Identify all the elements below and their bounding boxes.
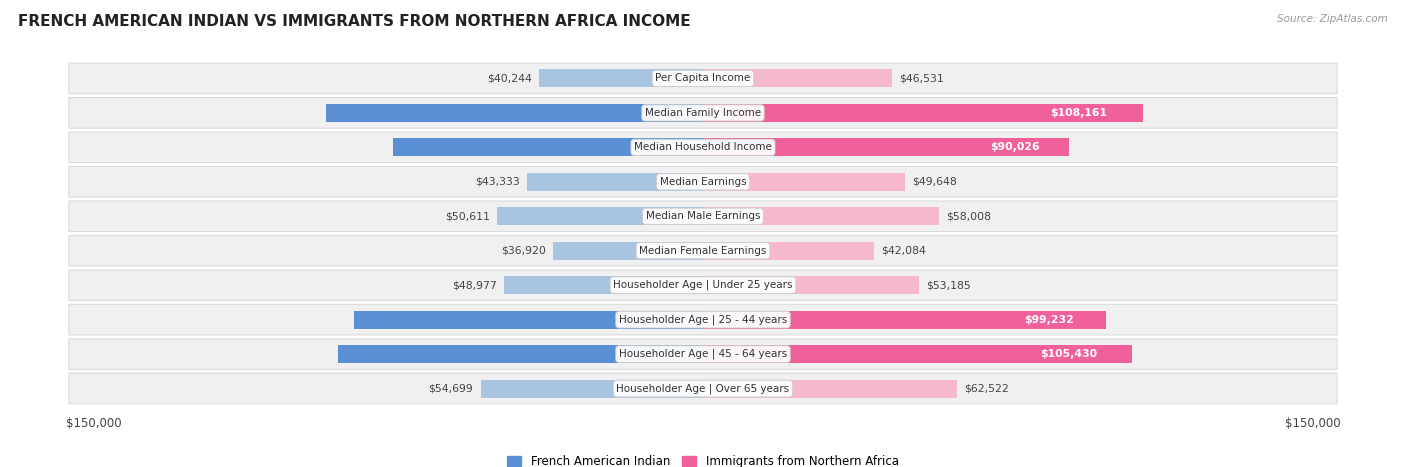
Bar <box>703 207 939 225</box>
Bar <box>703 242 875 260</box>
Bar <box>703 104 1143 122</box>
Text: $92,872: $92,872 <box>673 108 723 118</box>
Bar <box>703 311 1107 329</box>
Text: Median Female Earnings: Median Female Earnings <box>640 246 766 256</box>
Text: $48,977: $48,977 <box>451 280 496 290</box>
Bar <box>354 311 703 329</box>
Text: Householder Age | Over 65 years: Householder Age | Over 65 years <box>616 383 790 394</box>
Text: Householder Age | 25 - 44 years: Householder Age | 25 - 44 years <box>619 314 787 325</box>
Text: $43,333: $43,333 <box>475 177 520 187</box>
Bar <box>337 345 703 363</box>
Text: Householder Age | 45 - 64 years: Householder Age | 45 - 64 years <box>619 349 787 359</box>
Legend: French American Indian, Immigrants from Northern Africa: French American Indian, Immigrants from … <box>502 450 904 467</box>
Text: $85,899: $85,899 <box>675 315 724 325</box>
Bar <box>540 70 703 87</box>
FancyBboxPatch shape <box>69 63 1337 94</box>
FancyBboxPatch shape <box>69 373 1337 404</box>
Text: $58,008: $58,008 <box>946 211 991 221</box>
Bar <box>326 104 703 122</box>
Text: Per Capita Income: Per Capita Income <box>655 73 751 84</box>
Text: $49,648: $49,648 <box>912 177 957 187</box>
Text: $99,232: $99,232 <box>1025 315 1074 325</box>
Bar <box>703 138 1069 156</box>
Bar <box>703 173 905 191</box>
Text: $42,084: $42,084 <box>882 246 927 256</box>
Text: Median Household Income: Median Household Income <box>634 142 772 152</box>
Text: $40,244: $40,244 <box>488 73 531 84</box>
Bar <box>553 242 703 260</box>
Text: $76,387: $76,387 <box>678 142 728 152</box>
Text: Source: ZipAtlas.com: Source: ZipAtlas.com <box>1277 14 1388 24</box>
Text: Median Male Earnings: Median Male Earnings <box>645 211 761 221</box>
Text: $108,161: $108,161 <box>1050 108 1108 118</box>
Bar <box>392 138 703 156</box>
Text: $90,026: $90,026 <box>990 142 1039 152</box>
Text: $62,522: $62,522 <box>965 383 1010 394</box>
Text: $50,611: $50,611 <box>446 211 489 221</box>
Bar <box>481 380 703 397</box>
Bar <box>503 276 703 294</box>
Bar <box>703 380 957 397</box>
FancyBboxPatch shape <box>69 270 1337 301</box>
Bar <box>527 173 703 191</box>
FancyBboxPatch shape <box>69 98 1337 128</box>
Text: $53,185: $53,185 <box>927 280 972 290</box>
FancyBboxPatch shape <box>69 339 1337 369</box>
Text: FRENCH AMERICAN INDIAN VS IMMIGRANTS FROM NORTHERN AFRICA INCOME: FRENCH AMERICAN INDIAN VS IMMIGRANTS FRO… <box>18 14 690 29</box>
FancyBboxPatch shape <box>69 132 1337 163</box>
FancyBboxPatch shape <box>69 304 1337 335</box>
Text: Householder Age | Under 25 years: Householder Age | Under 25 years <box>613 280 793 290</box>
Text: Median Family Income: Median Family Income <box>645 108 761 118</box>
Text: $54,699: $54,699 <box>429 383 474 394</box>
Bar <box>703 345 1132 363</box>
Bar <box>703 276 920 294</box>
Text: $46,531: $46,531 <box>900 73 945 84</box>
Bar <box>498 207 703 225</box>
Text: $89,811: $89,811 <box>673 349 723 359</box>
FancyBboxPatch shape <box>69 166 1337 197</box>
Text: Median Earnings: Median Earnings <box>659 177 747 187</box>
FancyBboxPatch shape <box>69 235 1337 266</box>
FancyBboxPatch shape <box>69 201 1337 232</box>
Text: $105,430: $105,430 <box>1040 349 1097 359</box>
Bar <box>703 70 893 87</box>
Text: $36,920: $36,920 <box>501 246 546 256</box>
